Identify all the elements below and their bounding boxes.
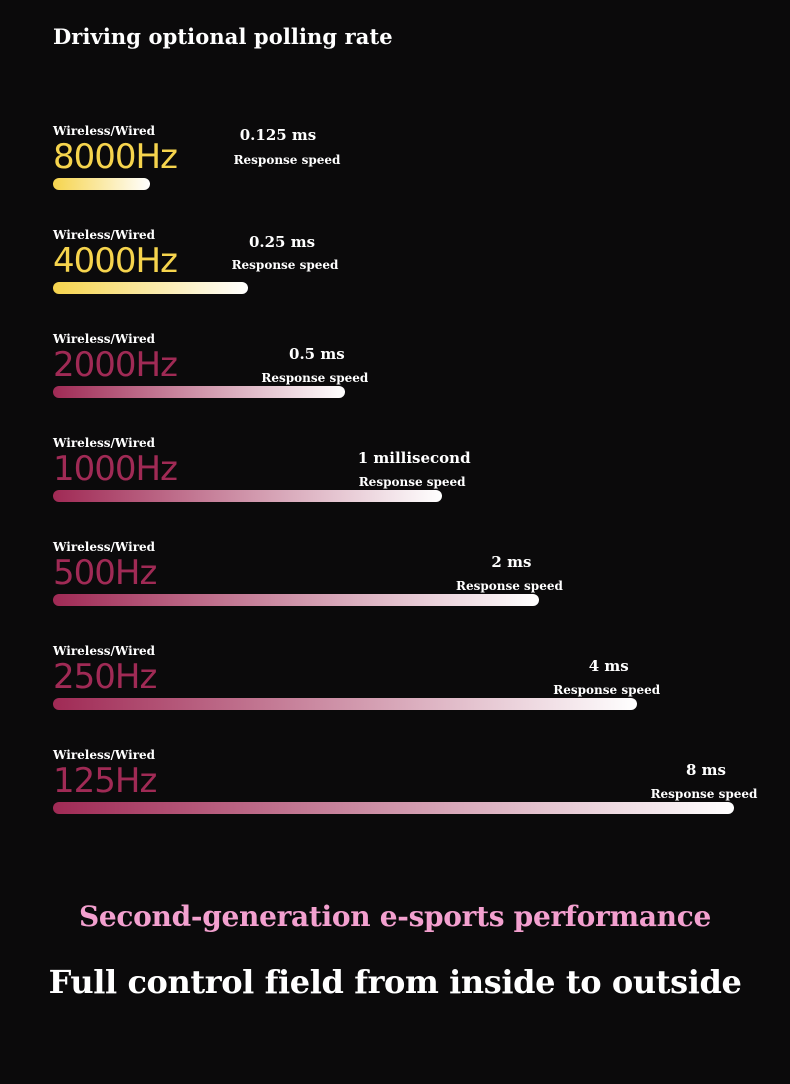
- connection-sublabel: Wireless/Wired: [53, 332, 156, 346]
- chart-row: Wireless/Wired 500Hz 2 ms Response speed: [0, 540, 790, 644]
- polling-rate-label: 125Hz: [53, 761, 157, 801]
- polling-rate-label: 2000Hz: [53, 345, 178, 385]
- response-time-label: 2 ms: [491, 553, 532, 571]
- polling-rate-label: 1000Hz: [53, 449, 178, 489]
- response-speed-caption: Response speed: [231, 258, 339, 272]
- connection-sublabel: Wireless/Wired: [53, 540, 156, 554]
- response-bar: [53, 282, 248, 294]
- response-speed-caption: Response speed: [455, 579, 563, 593]
- response-speed-caption: Response speed: [233, 153, 341, 167]
- response-time-label: 1 millisecond: [357, 449, 471, 467]
- response-bar: [53, 698, 637, 710]
- response-time-label: 0.125 ms: [239, 126, 317, 144]
- response-time-label: 0.5 ms: [289, 345, 345, 363]
- chart-row: Wireless/Wired 1000Hz 1 millisecond Respons…: [0, 436, 790, 540]
- connection-sublabel: Wireless/Wired: [53, 436, 156, 450]
- chart-row: Wireless/Wired 4000Hz 0.25 ms Response spee…: [0, 228, 790, 332]
- connection-sublabel: Wireless/Wired: [53, 644, 156, 658]
- polling-rate-label: 500Hz: [53, 553, 157, 593]
- connection-sublabel: Wireless/Wired: [53, 124, 156, 138]
- response-time-label: 4 ms: [588, 657, 629, 675]
- tagline: Second-generation e-sports performance: [79, 900, 711, 933]
- chart-row: Wireless/Wired 8000Hz 0.125 ms Response spe…: [0, 124, 790, 228]
- headline: Full control field from inside to outsid…: [48, 963, 742, 1001]
- response-time-label: 8 ms: [686, 761, 726, 779]
- polling-rate-label: 8000Hz: [53, 137, 178, 177]
- response-speed-caption: Response speed: [650, 787, 758, 801]
- response-bar: [53, 594, 540, 606]
- chart-row: Wireless/Wired 250Hz 4 ms Response speed: [0, 644, 790, 748]
- response-speed-caption: Response speed: [553, 683, 661, 697]
- chart-row: Wireless/Wired 125Hz 8 ms Response speed: [0, 748, 790, 852]
- polling-rate-label: 250Hz: [53, 657, 157, 697]
- chart-row: Wireless/Wired 2000Hz 0.5 ms Response speed: [0, 332, 790, 436]
- response-speed-caption: Response speed: [358, 475, 466, 489]
- response-bar: [53, 490, 443, 502]
- response-speed-caption: Response speed: [261, 371, 369, 385]
- polling-rate-chart: Wireless/Wired 8000Hz 0.125 ms Response spe…: [0, 124, 790, 814]
- response-time-label: 0.25 ms: [248, 233, 316, 251]
- connection-sublabel: Wireless/Wired: [53, 228, 156, 242]
- page-title: Driving optional polling rate: [53, 24, 393, 49]
- response-bar: [53, 386, 345, 398]
- response-bar: [53, 178, 151, 190]
- polling-rate-label: 4000Hz: [53, 241, 178, 281]
- response-bar: [53, 802, 734, 814]
- connection-sublabel: Wireless/Wired: [53, 748, 156, 762]
